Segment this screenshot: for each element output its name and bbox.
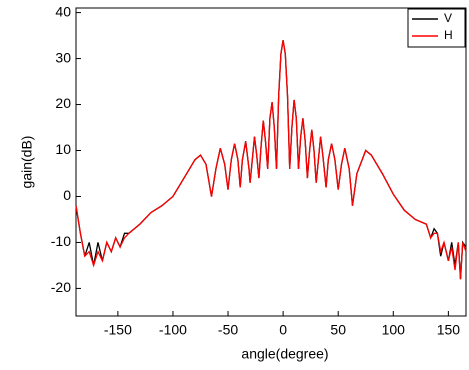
y-tick-label: 30 — [55, 49, 71, 65]
x-tick-label: 0 — [279, 322, 287, 338]
plot-frame — [75, 7, 467, 317]
line-series — [75, 40, 467, 280]
y-tick-label: 20 — [55, 95, 71, 111]
x-tick-label: 50 — [330, 322, 346, 338]
y-tick-label: 0 — [63, 187, 71, 203]
legend-label: H — [444, 28, 453, 42]
x-tick-label: 100 — [382, 322, 406, 338]
y-tick-label: 40 — [55, 3, 71, 19]
x-tick-label: 150 — [437, 322, 461, 338]
y-tick-label: -20 — [51, 279, 71, 295]
y-tick-label: 10 — [55, 141, 71, 157]
x-tick-label: -150 — [104, 322, 132, 338]
x-tick-label: -50 — [218, 322, 238, 338]
y-tick-label: -10 — [51, 233, 71, 249]
legend-box — [407, 8, 466, 48]
line-series — [75, 40, 467, 280]
x-tick-label: -100 — [159, 322, 187, 338]
x-axis-label: angle(degree) — [241, 346, 328, 362]
y-axis-label: gain(dB) — [19, 136, 35, 189]
legend-label: V — [444, 11, 452, 25]
